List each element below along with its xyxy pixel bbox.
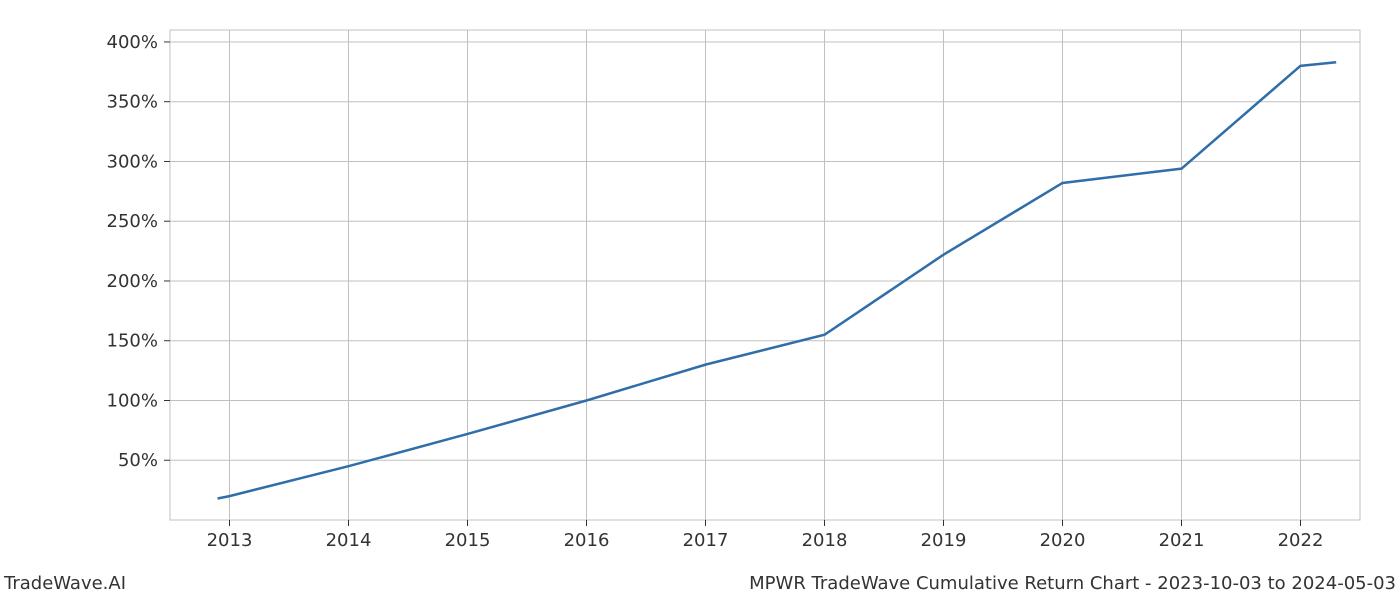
chart-background xyxy=(0,0,1400,600)
x-tick-label: 2014 xyxy=(326,530,372,551)
x-tick-label: 2021 xyxy=(1159,530,1205,551)
chart-container: 2013 2014 2015 2016 2017 2018 2019 2020 2021 2022… xyxy=(0,0,1400,600)
x-tick-label: 2016 xyxy=(564,530,610,551)
y-tick-label: 150% xyxy=(107,331,158,352)
y-tick-label: 250% xyxy=(107,211,158,232)
y-tick-label: 350% xyxy=(107,92,158,113)
footer-right-text: MPWR TradeWave Cumulative Return Chart -… xyxy=(749,573,1396,594)
x-tick-label: 2015 xyxy=(445,530,491,551)
x-tick-label: 2020 xyxy=(1040,530,1086,551)
y-tick-label: 50% xyxy=(118,450,158,471)
chart-svg: 2013 2014 2015 2016 2017 2018 2019 2020 2021 2022… xyxy=(0,0,1400,600)
x-tick-label: 2018 xyxy=(802,530,848,551)
y-tick-label: 100% xyxy=(107,390,158,411)
y-tick-label: 200% xyxy=(107,271,158,292)
x-tick-label: 2013 xyxy=(207,530,253,551)
y-tick-label: 400% xyxy=(107,32,158,53)
x-tick-label: 2022 xyxy=(1278,530,1324,551)
x-tick-label: 2017 xyxy=(683,530,729,551)
footer-left-text: TradeWave.AI xyxy=(4,573,126,594)
x-tick-label: 2019 xyxy=(921,530,967,551)
y-tick-label: 300% xyxy=(107,151,158,172)
